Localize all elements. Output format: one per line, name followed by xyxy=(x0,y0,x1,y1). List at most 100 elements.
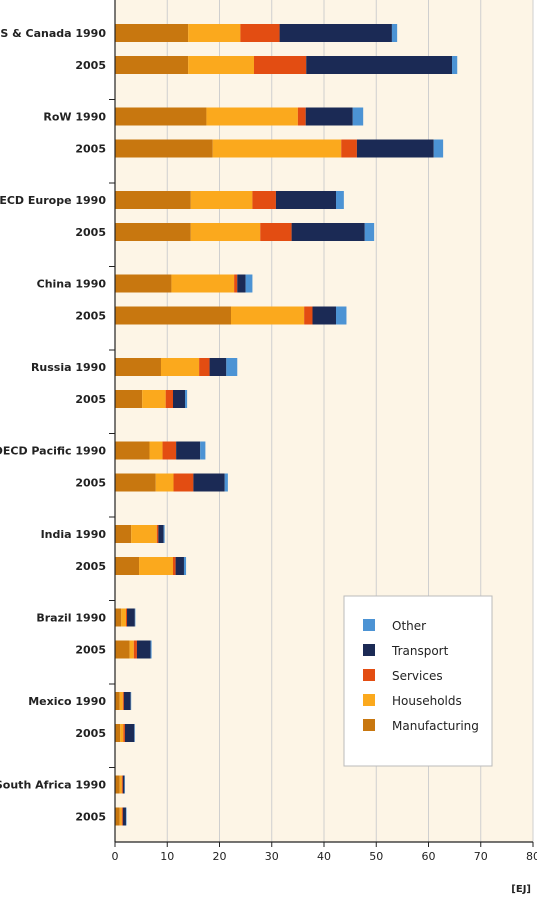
bar-segment-other xyxy=(224,473,228,492)
bar-segment-transport xyxy=(291,223,365,241)
bar-segment-services xyxy=(260,223,292,241)
bar-segment-other xyxy=(433,139,444,158)
bar-segment-households xyxy=(155,473,174,492)
x-tick-label: 40 xyxy=(317,850,331,863)
category-label: 2005 xyxy=(75,143,106,156)
bar-segment-services xyxy=(341,139,357,158)
bar-segment-other xyxy=(336,306,347,325)
bar-segment-transport xyxy=(123,692,131,710)
bar-segment-transport xyxy=(176,441,201,460)
bar-segment-manufacturing xyxy=(115,191,191,209)
bar-segment-transport xyxy=(312,306,337,325)
category-label: 2005 xyxy=(75,811,106,824)
bar-segment-services xyxy=(156,525,159,543)
bar-segment-transport xyxy=(305,107,353,126)
legend-swatch-transport xyxy=(363,644,375,656)
bar-segment-manufacturing xyxy=(115,139,213,158)
bar-segment-transport xyxy=(122,807,126,826)
bar-segment-households xyxy=(121,608,126,627)
bar-segment-manufacturing xyxy=(115,473,156,492)
bar-segment-transport xyxy=(136,640,151,659)
bar-segment-services xyxy=(304,306,313,325)
bar-segment-other xyxy=(336,191,344,209)
category-label: 2005 xyxy=(75,393,106,406)
bar-segment-households xyxy=(171,274,235,293)
bar-segment-transport xyxy=(275,191,337,209)
bar-segment-manufacturing xyxy=(115,807,120,826)
bar-segment-transport xyxy=(172,390,186,408)
x-axis-unit-label: [EJ] xyxy=(511,884,531,895)
bar-segment-manufacturing xyxy=(115,724,121,742)
category-label: 2005 xyxy=(75,226,106,239)
bar-segment-manufacturing xyxy=(115,24,189,42)
bar-segment-other xyxy=(200,441,206,460)
group-separators xyxy=(109,99,115,768)
bar-segment-households xyxy=(119,807,122,826)
bar-segment-households xyxy=(119,692,123,710)
bar-segment-other xyxy=(245,274,253,293)
x-tick-label: 20 xyxy=(213,850,227,863)
bar-segment-transport xyxy=(279,24,392,42)
bar-segment-services xyxy=(172,557,176,575)
bar-segment-manufacturing xyxy=(115,557,140,575)
category-label: China 1990 xyxy=(37,278,107,291)
legend-label: Households xyxy=(392,694,462,708)
bar-segment-services xyxy=(133,640,137,659)
bar-segment-manufacturing xyxy=(115,608,122,627)
bar-segment-transport xyxy=(237,274,246,293)
bar-segment-services xyxy=(297,107,306,126)
category-label: 2005 xyxy=(75,477,106,490)
bar-segment-manufacturing xyxy=(115,441,150,460)
legend-label: Manufacturing xyxy=(392,719,479,733)
bar-segment-other xyxy=(134,724,135,742)
bar-segment-other xyxy=(125,807,127,826)
bar-segment-transport xyxy=(193,473,225,492)
category-label: 2005 xyxy=(75,310,106,323)
legend-label: Transport xyxy=(391,644,449,658)
bar-segment-other xyxy=(134,608,136,627)
bar-segment-manufacturing xyxy=(115,692,120,710)
bar-segment-transport xyxy=(158,525,164,543)
legend: Other Transport Services Households Manufact… xyxy=(343,595,493,767)
bar-segment-households xyxy=(188,56,254,74)
bar-segment-services xyxy=(121,807,123,826)
bar-segment-manufacturing xyxy=(115,525,132,543)
bar-segment-households xyxy=(160,358,200,376)
bar-segment-transport xyxy=(306,56,453,74)
category-label: Russia 1990 xyxy=(31,361,106,374)
bar-segment-other xyxy=(226,358,238,376)
bar-segment-households xyxy=(190,191,253,209)
bar-segment-other xyxy=(185,390,188,408)
bar-segment-services xyxy=(125,608,128,627)
bar-segment-other xyxy=(163,525,165,543)
bar-segment-manufacturing xyxy=(115,306,231,325)
x-axis-ticks: 0 10 20 30 40 50 60 70 80 xyxy=(112,842,537,863)
bar-segment-other xyxy=(150,640,152,659)
x-tick-label: 0 xyxy=(112,850,119,863)
bars xyxy=(115,24,458,826)
bar-segment-services xyxy=(123,724,125,742)
legend-label: Other xyxy=(392,619,426,633)
bar-segment-manufacturing xyxy=(115,223,191,241)
legend-swatch-households xyxy=(363,694,375,706)
bar-segment-other xyxy=(183,557,187,575)
bar-segment-other xyxy=(124,775,125,794)
category-label: 2005 xyxy=(75,727,106,740)
bar-segment-households xyxy=(188,24,241,42)
category-label: Mexico 1990 xyxy=(28,695,106,708)
x-tick-label: 30 xyxy=(265,850,279,863)
bar-segment-other xyxy=(352,107,364,126)
bar-segment-manufacturing xyxy=(115,640,130,659)
x-tick-label: 80 xyxy=(526,850,537,863)
legend-swatch-services xyxy=(363,669,375,681)
bar-segment-transport xyxy=(209,358,227,376)
bar-segment-services xyxy=(234,274,238,293)
category-label: OECD Europe 1990 xyxy=(0,194,106,207)
bar-segment-transport xyxy=(124,724,135,742)
bar-segment-transport xyxy=(175,557,184,575)
legend-swatch-other xyxy=(363,619,375,631)
x-tick-label: 50 xyxy=(369,850,383,863)
bar-segment-services xyxy=(252,191,276,209)
bar-segment-other xyxy=(130,692,132,710)
